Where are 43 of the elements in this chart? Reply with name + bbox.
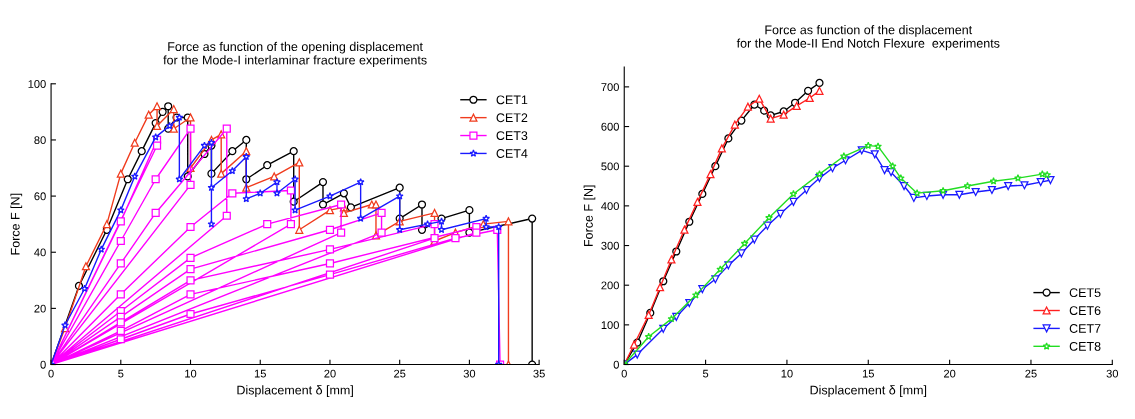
x-tick-label: 15 <box>862 369 874 378</box>
y-tick-label: 100 <box>28 80 46 88</box>
x-axis-title: Displacement δ [mm] <box>810 385 927 397</box>
y-tick-label: 200 <box>601 281 619 290</box>
y-tick-label: 100 <box>601 321 619 329</box>
legend-label: CET2 <box>496 113 528 123</box>
chart-title: Force as function of the displacement for the Mode-II End Notch Flexure experiments <box>736 25 1000 51</box>
x-tick-label: 30 <box>1106 369 1119 378</box>
x-tick-label: 25 <box>1025 369 1037 378</box>
y-axis-title: Force F [N] <box>583 185 596 247</box>
x-tick-label: 35 <box>533 369 545 378</box>
x-tick-label: 5 <box>118 369 124 378</box>
y-tick-label: 0 <box>40 360 46 369</box>
y-tick-label: 20 <box>34 304 46 313</box>
y-tick-label: 80 <box>34 136 46 145</box>
legend-label: CET3 <box>496 131 528 141</box>
y-tick-label: 400 <box>601 202 619 210</box>
y-tick-label: 40 <box>34 248 46 257</box>
legend-label: CET4 <box>496 149 528 158</box>
x-tick-label: 20 <box>324 369 336 378</box>
chart-title: Force as function of the opening displacement for the Mode-I interlaminar fracture experiments <box>163 41 427 67</box>
x-tick-label: 30 <box>463 369 476 378</box>
y-tick-label: 60 <box>34 192 46 201</box>
y-tick-label: 500 <box>601 162 619 171</box>
y-tick-label: 700 <box>601 83 619 92</box>
x-tick-label: 15 <box>254 369 266 378</box>
legend-label: CET1 <box>496 95 528 105</box>
legend-label: CET7 <box>1069 324 1101 333</box>
y-tick-label: 0 <box>613 360 619 369</box>
x-tick-label: 0 <box>621 369 627 378</box>
x-axis-title: Displacement δ [mm] <box>237 385 353 397</box>
x-tick-label: 5 <box>702 369 709 378</box>
legend-label: CET8 <box>1069 341 1101 351</box>
y-tick-label: 300 <box>601 241 619 250</box>
y-tick-label: 600 <box>601 122 619 131</box>
x-tick-label: 25 <box>394 369 406 378</box>
legend-label: CET5 <box>1069 288 1101 298</box>
x-tick-label: 0 <box>48 369 54 378</box>
y-axis-title: Force F [N] <box>10 193 23 255</box>
legend-label: CET6 <box>1069 306 1101 315</box>
x-tick-label: 10 <box>185 369 197 378</box>
x-tick-label: 20 <box>944 369 956 378</box>
x-tick-label: 10 <box>781 369 793 378</box>
